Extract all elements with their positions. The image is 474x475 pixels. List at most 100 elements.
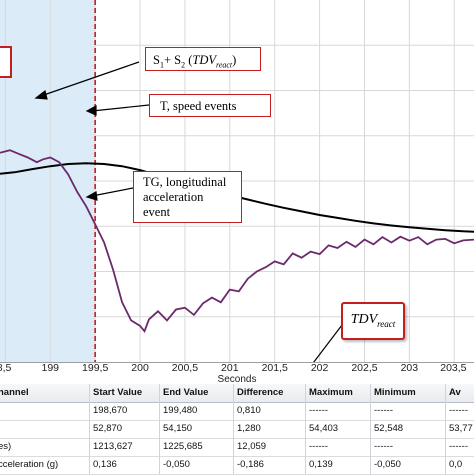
highlight-region: [0, 0, 96, 362]
callout-tg-line1: TG, longitudinal: [143, 175, 227, 189]
table-header-cell: Minimum: [374, 387, 416, 398]
callout-s1s2-open: (: [185, 53, 193, 67]
table-cell: 199,480: [163, 405, 198, 416]
arrow-head-s1s2: [34, 89, 48, 100]
table-cell: 54,403: [309, 423, 339, 434]
callout-s1s2-tdv: TDV: [192, 53, 217, 67]
callout-s1s2: S1+ S2 (TDVreact): [145, 47, 261, 71]
table-cell: es): [0, 441, 12, 452]
arrow-head-speed: [85, 104, 97, 116]
partial-callout-box: [0, 46, 12, 78]
table-cell: ------: [309, 441, 328, 452]
table-header-cell: Difference: [237, 387, 284, 398]
table-column-separator: [233, 420, 234, 438]
table-column-separator: [233, 456, 234, 474]
table-cell: 53,77: [449, 423, 473, 434]
table-column-separator: [89, 438, 90, 456]
chart-svg: [0, 0, 474, 362]
table-cell: [0, 420, 88, 438]
table-cell: 1213,627: [93, 441, 133, 452]
table-header-cell: Start Value: [93, 387, 143, 398]
x-tick-label: 203: [400, 362, 419, 374]
callout-s1s2-plus: + S: [163, 53, 182, 67]
table-column-separator: [159, 402, 160, 420]
table-cell: 12,059: [237, 441, 267, 452]
arrow-tdv: [313, 324, 343, 362]
arrow-speed: [91, 104, 150, 112]
table-header-cell: End Value: [163, 387, 209, 398]
table-column-separator: [370, 402, 371, 420]
table-cell: 0,810: [237, 405, 261, 416]
table-column-separator: [305, 402, 306, 420]
table-column-separator: [370, 456, 371, 474]
x-tick-label: 199: [41, 362, 60, 374]
callout-tg-line3: event: [143, 205, 171, 219]
x-tick-label: 202: [310, 362, 329, 374]
x-tick-label: 202,5: [351, 362, 378, 374]
callout-tg-line2: acceleration: [143, 190, 204, 204]
table-cell: 0,136: [93, 459, 117, 470]
x-tick-label: 201,5: [261, 362, 288, 374]
table-cell: ------: [309, 405, 328, 416]
callout-s1s2-react: react: [216, 60, 233, 70]
x-tick-label: 200,5: [171, 362, 199, 374]
x-tick-label: 201: [221, 362, 239, 374]
table-column-separator: [445, 384, 446, 402]
table-cell: 52,548: [374, 423, 404, 434]
callout-s1s2-sub1: 1: [159, 60, 164, 70]
table-column-separator: [233, 402, 234, 420]
table-cell: -0,186: [237, 459, 264, 470]
table-column-separator: [305, 384, 306, 402]
table-column-separator: [445, 456, 446, 474]
table-row[interactable]: 52,870 54,150 1,280 54,403 52,548 53,77: [0, 420, 474, 439]
table-column-separator: [305, 456, 306, 474]
table-column-separator: [305, 420, 306, 438]
table-cell: 0,139: [309, 459, 333, 470]
callout-tdv-react: TDVreact: [341, 302, 405, 340]
table-column-separator: [370, 420, 371, 438]
series-line-acceleration: [0, 149, 474, 333]
table-row[interactable]: es) 1213,627 1225,685 12,059 ------ ------ ---…: [0, 438, 474, 457]
table-column-separator: [233, 438, 234, 456]
x-tick-label: 199,5: [82, 362, 109, 374]
table-cell: 198,670: [93, 405, 128, 416]
table-column-separator: [89, 420, 90, 438]
arrow-tg: [91, 187, 134, 197]
table-cell: -0,050: [374, 459, 401, 470]
table-cell: 1,280: [237, 423, 261, 434]
callout-s1s2-close: ): [232, 53, 237, 67]
arrow-head-tg: [85, 191, 98, 201]
callout-speed-events: T, speed events: [149, 94, 271, 117]
table-cell: ------: [449, 405, 468, 416]
table-cell: [0, 402, 88, 420]
callout-speed-text: T, speed events: [160, 99, 237, 113]
table-column-separator: [159, 384, 160, 402]
table-column-separator: [370, 384, 371, 402]
table-header-cell: Av: [449, 387, 461, 398]
table-header-cell: hannel: [0, 387, 29, 398]
table-cell: 54,150: [163, 423, 193, 434]
x-tick-label: 200: [131, 362, 149, 374]
table-cell: ------: [374, 405, 393, 416]
table-column-separator: [159, 456, 160, 474]
table-column-separator: [445, 420, 446, 438]
table-column-separator: [305, 438, 306, 456]
callout-s1s2-s: S: [153, 53, 160, 67]
table-column-separator: [370, 438, 371, 456]
callout-tdv-main: TDV: [350, 312, 378, 327]
table-row[interactable]: 198,670 199,480 0,810 ------ ------ ------: [0, 402, 474, 421]
table-column-separator: [233, 384, 234, 402]
table-row[interactable]: cceleration (g) 0,136 -0,050 -0,186 0,139 -0,…: [0, 456, 474, 475]
table-column-separator: [159, 438, 160, 456]
x-tick-label: 98,5: [0, 362, 12, 374]
channel-table: hannel Start Value End Value Difference Maxi…: [0, 384, 474, 475]
table-column-separator: [89, 456, 90, 474]
table-cell: ------: [374, 441, 393, 452]
table-cell: 0,0: [449, 459, 463, 470]
table-cell: 1225,685: [163, 441, 203, 452]
table-header-row: hannel Start Value End Value Difference Maxi…: [0, 384, 474, 403]
callout-tg-event: TG, longitudinal acceleration event: [133, 171, 242, 223]
table-cell: 52,870: [93, 423, 123, 434]
x-tick-label: 203,5: [440, 362, 467, 374]
table-header-cell: Maximum: [309, 387, 353, 398]
